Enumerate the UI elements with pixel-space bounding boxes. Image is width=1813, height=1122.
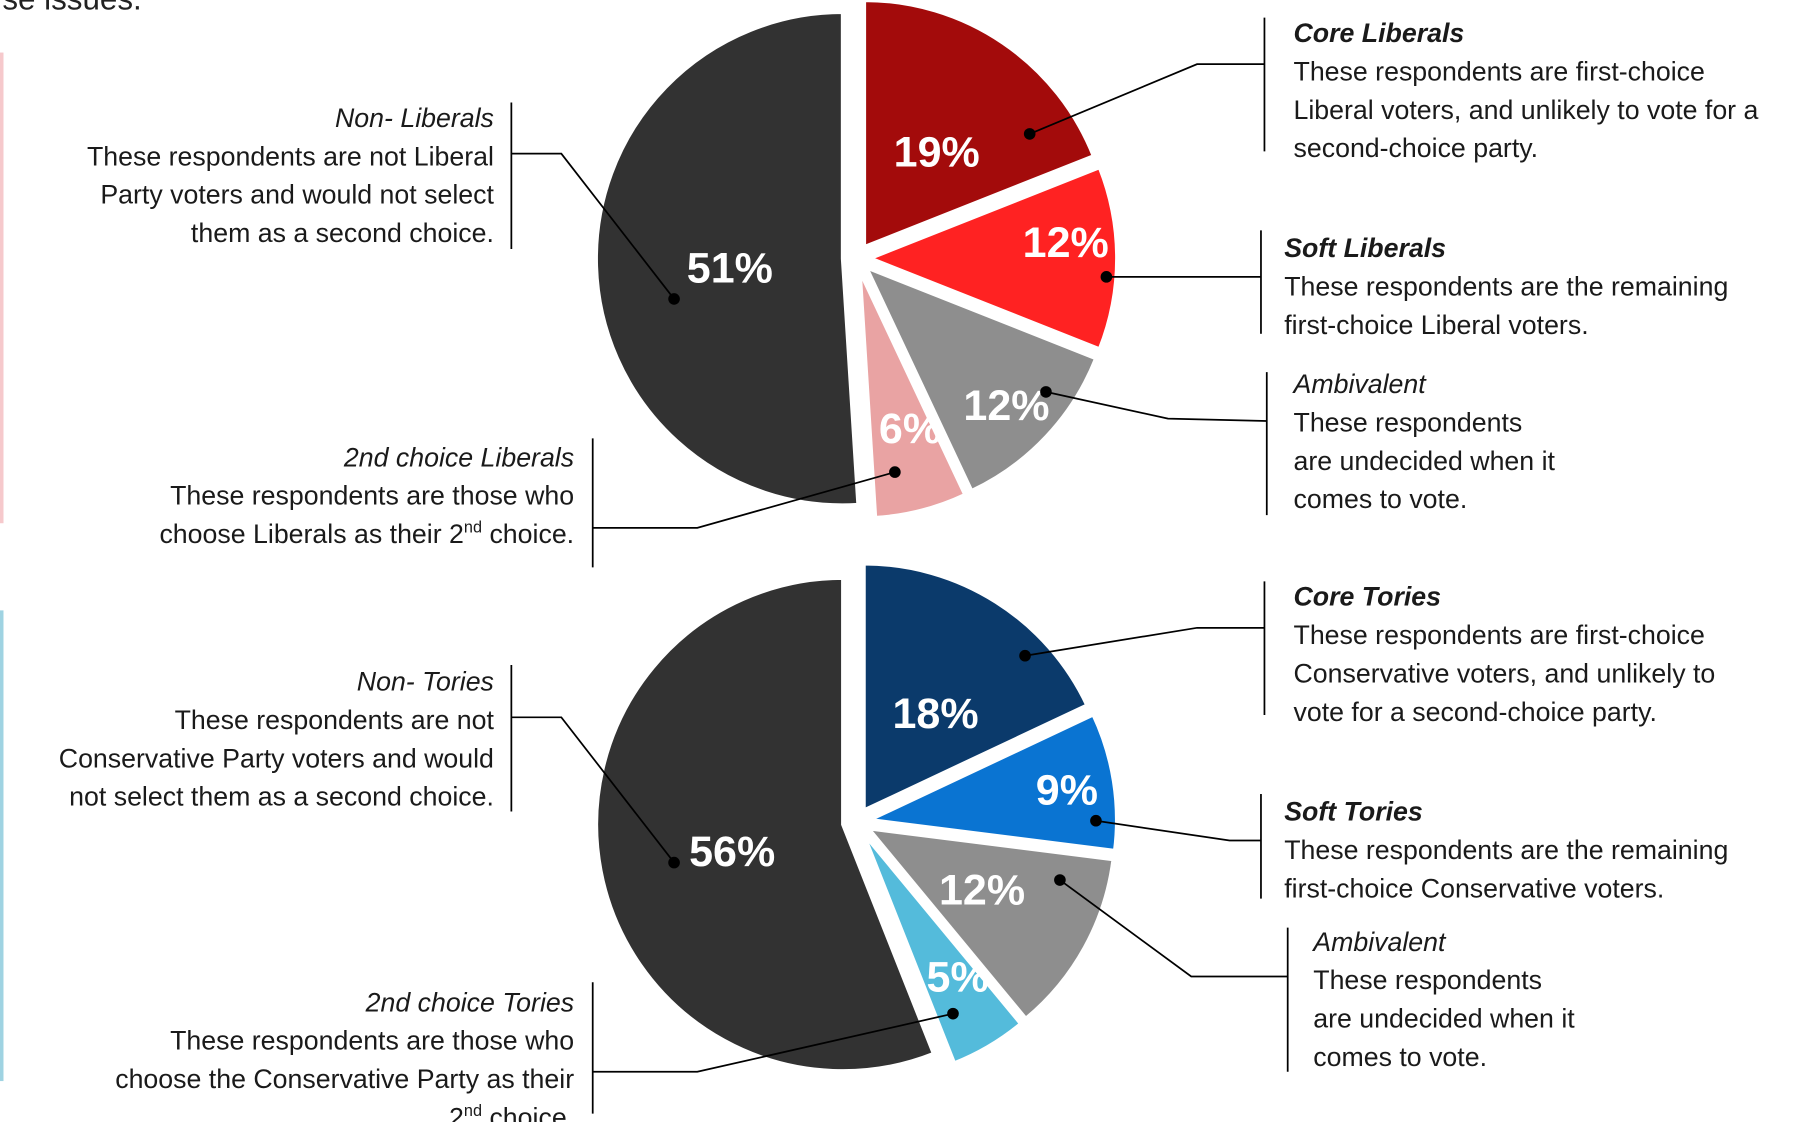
side-bar: [0, 610, 4, 1082]
annotation-title: Ambivalent: [1311, 927, 1447, 957]
annotation-title: Ambivalent: [1292, 369, 1428, 399]
annotation-line: These respondents are not: [175, 705, 495, 735]
annotation-line: Conservative voters, and unlikely to: [1294, 658, 1716, 688]
leader-line: [1045, 391, 1267, 422]
value-label: 12%: [939, 866, 1025, 914]
leader-line: [511, 716, 675, 864]
line-text: choice.: [482, 519, 574, 549]
annotation-line: These respondents are those who: [170, 481, 574, 511]
pie-slice: [594, 10, 860, 507]
annotation-line: Party voters and would not select: [100, 180, 494, 210]
annotation-title: Non- Tories: [357, 667, 494, 697]
annotation-line: first-choice Conservative voters.: [1284, 873, 1664, 903]
leader-dot: [1023, 128, 1036, 140]
header-fragment: se issues.: [2, 0, 141, 17]
annotation-line: These respondents are first-choice: [1294, 56, 1705, 86]
value-label: 18%: [893, 690, 979, 738]
annotation-line: These respondents are the remaining: [1284, 271, 1728, 301]
leader-dot: [668, 293, 680, 305]
leader-line: [511, 152, 675, 300]
annotation-title: 2nd choice Tories: [365, 987, 574, 1017]
annotation-line: choose the Conservative Party as their: [115, 1064, 574, 1094]
leader-dot: [1090, 814, 1102, 827]
annotation-line: are undecided when it: [1294, 446, 1556, 476]
annotation-line: are undecided when it: [1313, 1004, 1575, 1034]
leader-line: [592, 1012, 954, 1073]
annotation-line: These respondents are not Liberal: [87, 141, 494, 171]
annotation-line: Liberal voters, and unlikely to vote for…: [1294, 95, 1759, 125]
pie-slice: [862, 562, 1090, 813]
value-label: 9%: [1036, 766, 1098, 814]
leader-line: [1029, 63, 1265, 135]
annotation-line: first-choice Liberal voters.: [1284, 310, 1588, 340]
value-label: 12%: [1023, 219, 1109, 267]
superscript: nd: [464, 519, 482, 537]
pie-slice: [862, 0, 1096, 250]
annotation-line: second-choice party.: [1294, 133, 1539, 163]
line-text: choice.: [482, 1102, 574, 1122]
annotation-title: 2nd choice Liberals: [343, 442, 574, 472]
pie-slice: [594, 576, 936, 1073]
leader-line: [1095, 819, 1261, 842]
leader-line: [1024, 626, 1265, 657]
annotation-line: These respondents: [1313, 965, 1542, 995]
pie-slice: [864, 826, 1116, 1021]
annotation-line: them as a second choice.: [191, 218, 494, 248]
value-label: 5%: [927, 954, 989, 1002]
value-label: 51%: [687, 245, 773, 293]
annotation-title: Soft Liberals: [1284, 233, 1446, 263]
pie-slice: [858, 271, 968, 520]
leader-dot: [1040, 386, 1052, 398]
value-label: 12%: [963, 382, 1049, 430]
annotation-line: choose Liberals as their 2nd choice.: [159, 519, 574, 549]
annotation-line: not select them as a second choice.: [69, 782, 494, 812]
superscript: nd: [464, 1102, 482, 1120]
line-text: choose Liberals as their 2: [159, 519, 463, 549]
leader-dot: [1054, 874, 1066, 886]
annotation-title: Core Tories: [1294, 582, 1442, 612]
leader-dot: [1019, 649, 1031, 662]
line-text: 2: [449, 1102, 464, 1122]
leader-dot: [1100, 271, 1113, 283]
annotation-line: These respondents are the remaining: [1284, 835, 1728, 865]
annotation-line: 2nd choice.: [449, 1102, 574, 1122]
leader-dot: [668, 856, 680, 869]
leader-line: [1059, 879, 1288, 978]
value-label: 56%: [689, 828, 775, 876]
value-label: 6%: [879, 405, 941, 453]
annotation-line: These respondents are those who: [170, 1026, 574, 1056]
leader-dot: [947, 1007, 959, 1020]
annotation-line: vote for a second-choice party.: [1294, 697, 1657, 727]
annotation-line: These respondents are first-choice: [1294, 620, 1705, 650]
annotation-title: Soft Tories: [1284, 797, 1423, 827]
side-bar: [0, 52, 4, 524]
annotation-title: Core Liberals: [1294, 18, 1465, 48]
annotation-line: comes to vote.: [1313, 1042, 1487, 1072]
pie-slice: [862, 832, 1024, 1066]
annotation-line: Conservative Party voters and would: [59, 743, 494, 773]
pie-slice: [863, 264, 1099, 494]
leader-line: [592, 471, 896, 529]
annotation-line: comes to vote.: [1294, 484, 1468, 514]
leader-dot: [889, 466, 901, 478]
annotation-title: Non- Liberals: [335, 103, 494, 133]
pie-slice: [865, 165, 1119, 352]
annotation-line: These respondents: [1294, 407, 1523, 437]
pie-slice: [864, 712, 1119, 853]
value-label: 19%: [894, 128, 980, 176]
